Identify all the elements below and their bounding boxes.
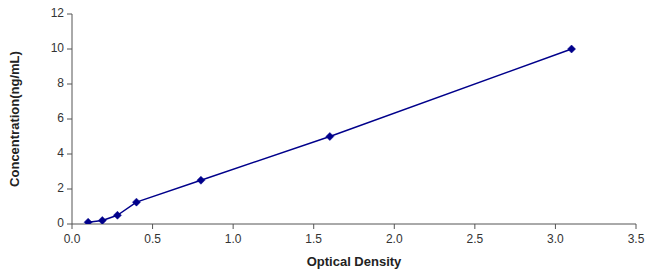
plot-data (84, 45, 575, 224)
x-axis-title: Optical Density (307, 254, 402, 269)
x-tick-label: 0.0 (64, 232, 81, 246)
y-tick (67, 189, 72, 190)
y-tick-label: 0 (57, 216, 64, 230)
x-tick-label: 1.0 (225, 232, 242, 246)
x-tick (233, 224, 234, 229)
x-tick-label: 2.0 (386, 232, 403, 246)
y-tick (67, 49, 72, 50)
marker (98, 217, 106, 225)
y-tick-label: 8 (57, 76, 64, 90)
marker (326, 133, 334, 141)
axes: 0 2 4 6 8 10 12 0.0 0.5 1.0 1.5 2.0 2.5 3.0 3.5 (51, 6, 645, 246)
x-tick-label: 2.5 (467, 232, 484, 246)
y-tick (67, 84, 72, 85)
marker (113, 211, 121, 219)
x-tick-label: 3.0 (547, 232, 564, 246)
x-tick (474, 224, 475, 229)
marker (132, 198, 140, 206)
chart-container: 0 2 4 6 8 10 12 0.0 0.5 1.0 1.5 2.0 2.5 3.0 3.5 Optical… (0, 0, 658, 276)
marker (568, 45, 576, 53)
y-tick-label: 10 (51, 41, 65, 55)
x-tick (313, 224, 314, 229)
marker (197, 176, 205, 184)
x-tick (555, 224, 556, 229)
y-tick (67, 14, 72, 15)
x-axis-line (72, 224, 636, 225)
y-tick (67, 154, 72, 155)
y-axis-title: Concentration(ng/mL) (7, 51, 22, 187)
x-tick-label: 0.5 (144, 232, 161, 246)
y-tick (67, 119, 72, 120)
x-tick (394, 224, 395, 229)
y-tick-label: 2 (57, 181, 64, 195)
chart: 0 2 4 6 8 10 12 0.0 0.5 1.0 1.5 2.0 2.5 3.0 3.5 Optical… (0, 0, 658, 276)
x-tick-label: 1.5 (305, 232, 322, 246)
y-tick-label: 4 (57, 146, 64, 160)
y-tick-label: 6 (57, 111, 64, 125)
y-tick-label: 12 (51, 6, 65, 20)
marker (84, 218, 92, 224)
x-tick-label: 3.5 (628, 232, 645, 246)
y-axis-line (72, 14, 73, 224)
y-tick (67, 224, 72, 225)
x-tick (72, 224, 73, 229)
x-tick (636, 224, 637, 229)
line (88, 49, 571, 222)
x-tick (152, 224, 153, 229)
